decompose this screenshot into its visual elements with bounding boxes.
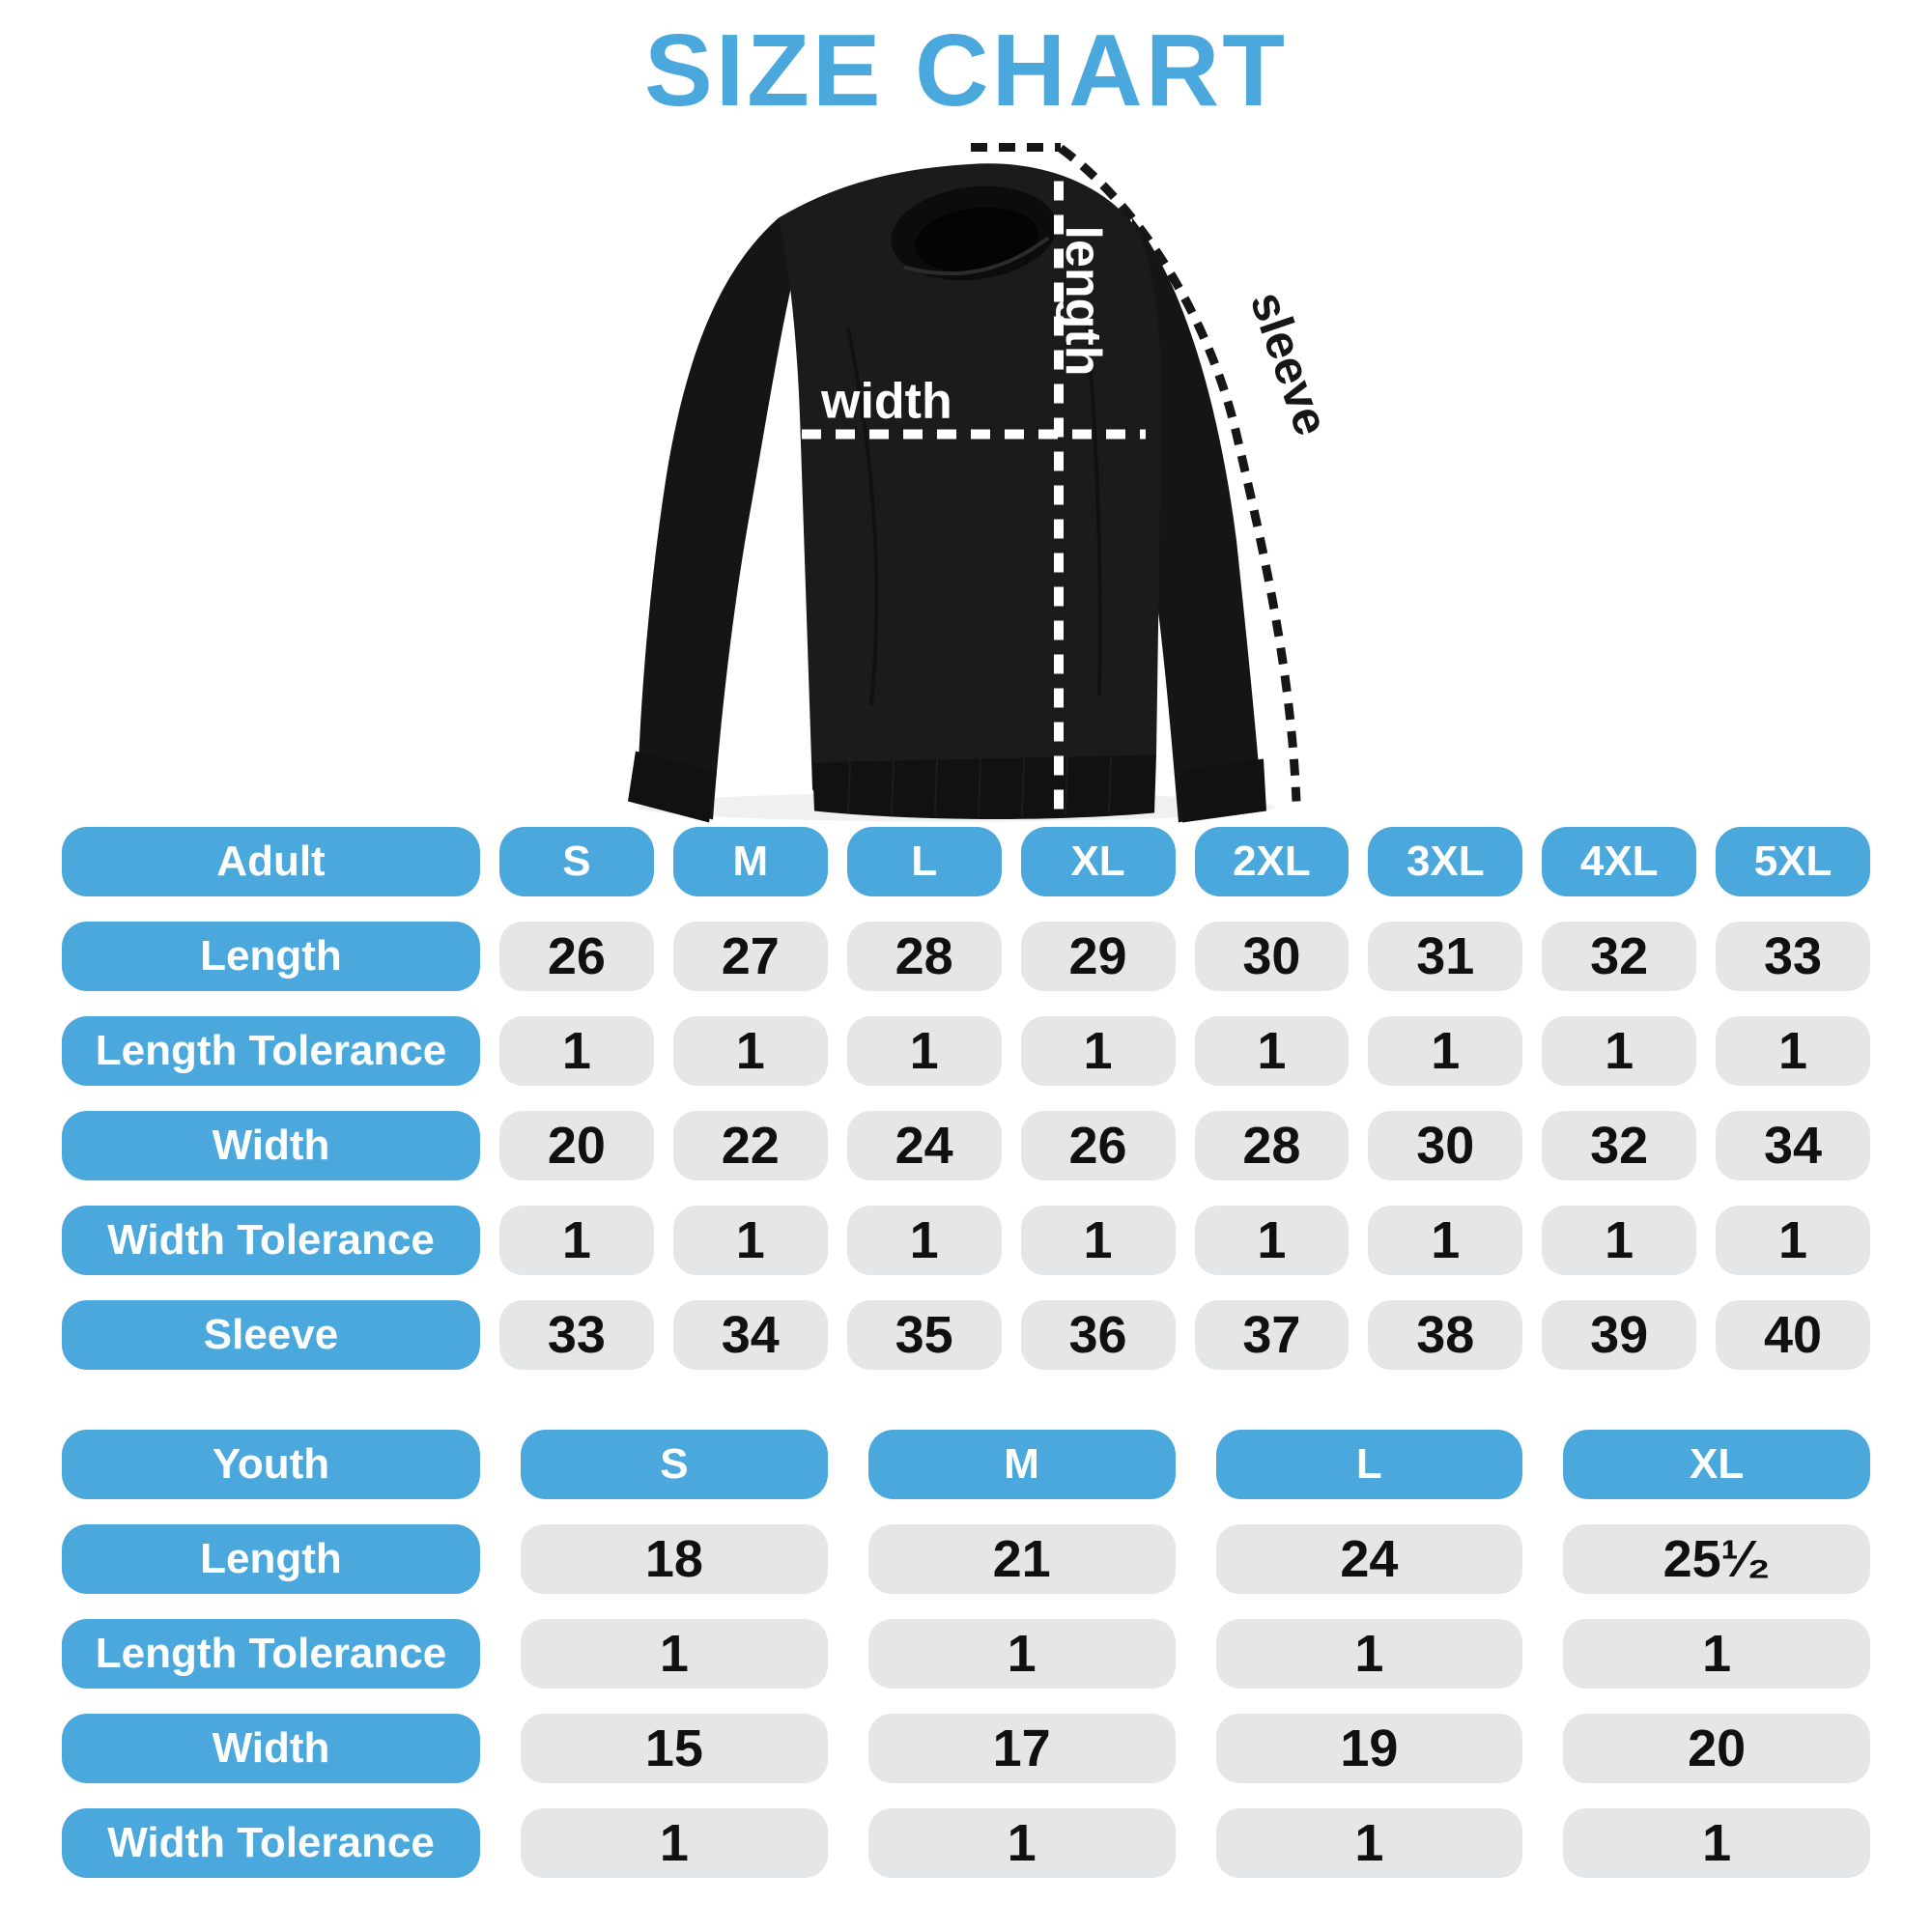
value-cell: 1 [867,1808,1176,1878]
sweatshirt-illustration: width length sleeve [628,143,1333,823]
value-cell: 1 [1194,1016,1350,1086]
value-cell: 1 [521,1808,828,1878]
value-cell: 1 [1368,1206,1523,1275]
value-cell: 1 [1563,1808,1870,1878]
value-cell: 32 [1542,922,1697,991]
value-cell: 24 [1215,1524,1523,1594]
sleeve-measure-line [1058,144,1301,802]
row-label: Width [62,1714,480,1783]
value-cell: 30 [1194,922,1350,991]
value-cell: 1 [867,1619,1176,1689]
col-header: 5XL [1716,827,1870,896]
value-cell: 1 [1194,1206,1350,1275]
value-cell: 1 [672,1016,828,1086]
value-cell: 1 [1215,1808,1523,1878]
value-cell: 1 [1020,1016,1176,1086]
value-cell: 33 [499,1300,654,1370]
row-label: Length [62,1524,480,1594]
value-cell: 15 [521,1714,828,1783]
value-cell: 32 [1542,1111,1697,1180]
row-label: Sleeve [62,1300,480,1370]
value-cell: 34 [1716,1111,1870,1180]
width-label: width [820,374,952,430]
value-cell: 33 [1716,922,1870,991]
fold-line-left [846,327,879,705]
col-header: S [521,1430,828,1499]
row-label: Length [62,922,480,991]
row-label: Length Tolerance [62,1619,480,1689]
col-header: 3XL [1368,827,1523,896]
row-label: Width Tolerance [62,1808,480,1878]
value-cell: 1 [1368,1016,1523,1086]
value-cell: 18 [521,1524,828,1594]
value-cell: 1 [846,1016,1002,1086]
value-cell: 26 [499,922,654,991]
row-label: Width [62,1111,480,1180]
col-header: XL [1020,827,1176,896]
garment-body [779,163,1162,818]
value-cell: 31 [1368,922,1523,991]
row-label: Width Tolerance [62,1206,480,1275]
value-cell: 30 [1368,1111,1523,1180]
value-cell: 40 [1716,1300,1870,1370]
col-header: 2XL [1194,827,1350,896]
value-cell: 29 [1020,922,1176,991]
value-cell: 1 [499,1016,654,1086]
youth-table-title: Youth [62,1430,480,1499]
col-header: XL [1563,1430,1870,1499]
value-cell: 39 [1542,1300,1697,1370]
value-cell: 1 [1542,1016,1697,1086]
collar [891,185,1057,281]
sleeve-label: sleeve [1240,285,1333,442]
value-cell: 38 [1368,1300,1523,1370]
value-cell: 35 [846,1300,1002,1370]
sweatshirt-figure: width length sleeve [599,124,1333,827]
value-cell: 34 [672,1300,828,1370]
fold-line-right [1085,318,1102,696]
col-header: M [672,827,828,896]
row-label: Length Tolerance [62,1016,480,1086]
value-cell: 1 [1020,1206,1176,1275]
value-cell: 24 [846,1111,1002,1180]
value-cell: 1 [1716,1206,1870,1275]
value-cell: 22 [672,1111,828,1180]
value-cell: 1 [1563,1619,1870,1689]
page-title: SIZE CHART [644,14,1288,128]
value-cell: 1 [1542,1206,1697,1275]
hem-band [812,754,1156,820]
value-cell: 36 [1020,1300,1176,1370]
value-cell: 1 [846,1206,1002,1275]
value-cell: 28 [1194,1111,1350,1180]
value-cell: 1 [1215,1619,1523,1689]
col-header: L [1215,1430,1523,1499]
length-label: length [1055,226,1111,377]
col-header: 4XL [1542,827,1697,896]
col-header: L [846,827,1002,896]
value-cell: 27 [672,922,828,991]
adult-size-table: Adult S M L XL 2XL 3XL 4XL 5XL Length 26… [62,827,1870,1370]
left-cuff [628,751,717,823]
value-cell: 1 [672,1206,828,1275]
right-cuff [1180,758,1266,823]
value-cell: 1 [1716,1016,1870,1086]
youth-size-table: Youth S M L XL Length 18 21 24 25¹⁄₂ Len… [62,1430,1870,1878]
value-cell: 17 [867,1714,1176,1783]
left-sleeve [637,217,798,820]
value-cell: 1 [499,1206,654,1275]
value-cell: 26 [1020,1111,1176,1180]
value-cell: 20 [499,1111,654,1180]
hem-ribbing [847,756,1112,817]
value-cell: 37 [1194,1300,1350,1370]
col-header: S [499,827,654,896]
value-cell: 19 [1215,1714,1523,1783]
value-cell: 21 [867,1524,1176,1594]
value-cell: 28 [846,922,1002,991]
value-cell: 25¹⁄₂ [1563,1524,1870,1594]
value-cell: 1 [521,1619,828,1689]
value-cell: 20 [1563,1714,1870,1783]
adult-table-title: Adult [62,827,480,896]
col-header: M [867,1430,1176,1499]
